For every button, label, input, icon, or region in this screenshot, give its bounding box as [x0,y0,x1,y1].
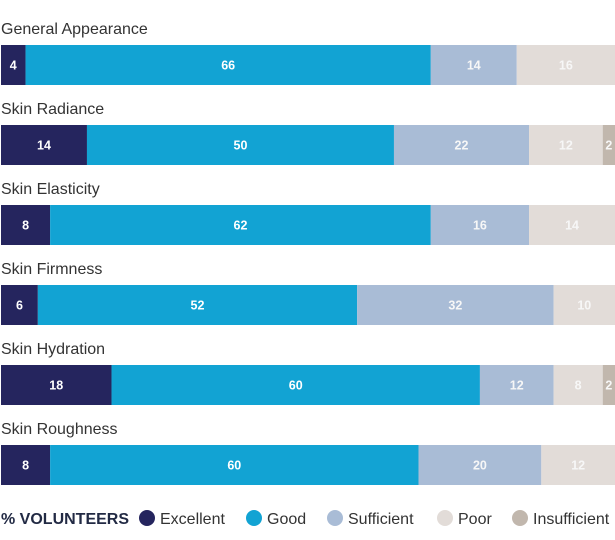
category-label: Skin Elasticity [1,181,100,198]
bar-segment-good [50,205,431,245]
bar-row-skin-elasticity: Skin Elasticity 8 62 16 14 [1,181,615,245]
legend-marker [139,510,155,526]
data-label: 8 [22,459,29,473]
category-label: General Appearance [1,21,148,38]
legend-item-sufficient: Sufficient [327,510,414,528]
category-label: Skin Firmness [1,261,102,278]
data-label: 60 [289,379,303,393]
bar-segment-sufficient [393,125,530,165]
data-label: 52 [191,299,205,313]
legend-marker [437,510,453,526]
category-label: Skin Roughness [1,421,118,438]
legend-item-insufficient: Insufficient [512,510,610,528]
bar-segment-poor [553,285,615,325]
bar-row-skin-hydration: Skin Hydration 18 60 12 8 2 [1,341,615,405]
data-label: 12 [571,459,585,473]
bar-segment-poor [529,125,603,165]
data-label: 10 [577,299,591,313]
data-label: 60 [227,459,241,473]
legend-item-poor: Poor [437,510,492,528]
legend-label: Insufficient [533,511,610,528]
legend-label: Good [267,511,306,528]
legend-marker [246,510,262,526]
data-label: 14 [565,219,579,233]
data-label: 2 [605,379,612,393]
bar-segment-sufficient [430,45,517,85]
data-label: 16 [473,219,487,233]
data-label: 16 [559,59,573,73]
legend-label: Poor [458,511,492,528]
bar-segment-good [111,365,480,405]
data-label: 6 [16,299,23,313]
legend-item-excellent: Excellent [139,510,225,528]
data-label: 8 [575,379,582,393]
legend-title: % VOLUNTEERS [1,511,129,528]
category-label: Skin Hydration [1,341,105,358]
bar-segment-sufficient [418,445,542,485]
category-label: Skin Radiance [1,101,104,118]
bar-segment-poor [529,205,615,245]
data-label: 8 [22,219,29,233]
bar-segment-insufficient [602,365,615,405]
data-label: 12 [559,139,573,153]
data-label: 14 [37,139,51,153]
legend-item-good: Good [246,510,306,528]
bar-segment-sufficient [357,285,554,325]
bar-segment-insufficient [602,125,615,165]
data-label: 2 [605,139,612,153]
bar-segment-excellent [1,445,51,485]
bar-segment-good [86,125,394,165]
data-label: 14 [467,59,481,73]
bars-layer: General Appearance 4 66 14 16 Skin Radiance 14… [1,21,615,485]
data-label: 20 [473,459,487,473]
bar-segment-good [37,285,358,325]
bar-segment-poor [553,365,603,405]
legend-label: Sufficient [348,511,414,528]
bar-row-skin-firmness: Skin Firmness 6 52 32 10 [1,261,615,325]
bar-segment-good [50,445,419,485]
bar-segment-excellent [1,125,87,165]
bar-row-general-appearance: General Appearance 4 66 14 16 [1,21,615,85]
bar-segment-poor [516,45,615,85]
legend-marker [512,510,528,526]
data-label: 62 [234,219,248,233]
data-label: 32 [448,299,462,313]
bar-segment-excellent [1,205,51,245]
bar-segment-good [25,45,431,85]
bar-segment-excellent [1,365,112,405]
bar-segment-sufficient [479,365,554,405]
bar-segment-excellent [1,45,26,85]
legend: % VOLUNTEERS Excellent Good Sufficient Poor I… [1,510,610,528]
data-label: 4 [10,59,17,73]
data-label: 18 [49,379,63,393]
legend-label: Excellent [160,511,225,528]
bar-segment-excellent [1,285,38,325]
bar-segment-sufficient [430,205,530,245]
bar-segment-poor [541,445,615,485]
legend-marker [327,510,343,526]
bar-row-skin-roughness: Skin Roughness 8 60 20 12 [1,421,615,485]
bar-row-skin-radiance: Skin Radiance 14 50 22 12 2 [1,101,615,165]
data-label: 22 [455,139,469,153]
data-label: 12 [510,379,524,393]
data-label: 50 [234,139,248,153]
data-label: 66 [221,59,235,73]
